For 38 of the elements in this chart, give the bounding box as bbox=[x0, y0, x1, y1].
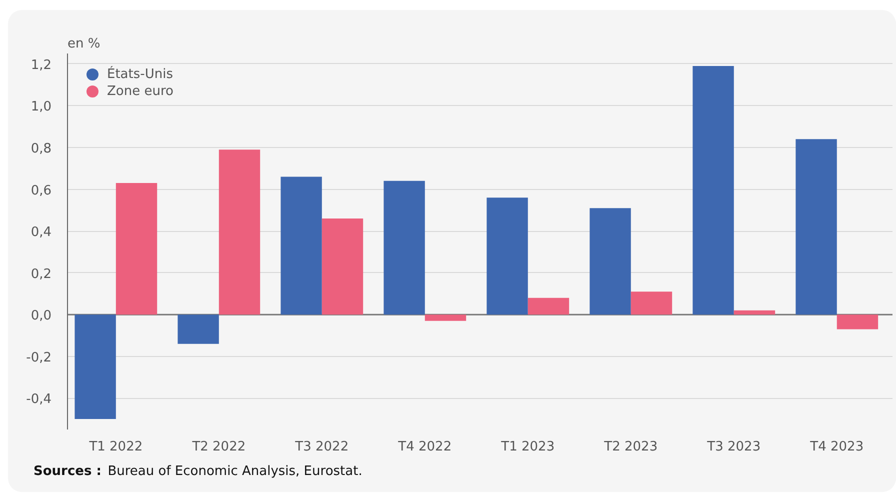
bar bbox=[486, 198, 528, 315]
bar bbox=[528, 298, 570, 315]
y-tick-label: 0,0 bbox=[30, 308, 52, 324]
bar bbox=[424, 314, 466, 321]
bar bbox=[74, 314, 116, 420]
bar bbox=[630, 292, 672, 315]
bar bbox=[218, 150, 260, 315]
bar bbox=[178, 314, 219, 344]
y-tick-label: 1,0 bbox=[30, 100, 52, 115]
bar bbox=[116, 183, 158, 315]
bar bbox=[590, 208, 631, 315]
x-tick-label: T4 2023 bbox=[809, 440, 864, 454]
bar bbox=[796, 139, 837, 315]
y-axis-title: en % bbox=[68, 36, 100, 52]
x-tick-label: T4 2022 bbox=[397, 440, 452, 454]
x-tick-label: T3 2022 bbox=[294, 440, 349, 454]
bar bbox=[280, 176, 322, 315]
bar bbox=[836, 314, 878, 330]
legend-label: Zone euro bbox=[107, 84, 174, 98]
bar bbox=[322, 218, 364, 315]
y-tick-label: 0,2 bbox=[30, 266, 52, 282]
y-tick-label: 0,8 bbox=[30, 142, 52, 156]
bar bbox=[734, 310, 776, 315]
x-tick-label: T1 2022 bbox=[88, 440, 143, 454]
bar bbox=[692, 66, 734, 315]
x-tick-label: T2 2023 bbox=[603, 440, 658, 454]
y-tick-label: -0,4 bbox=[26, 392, 52, 408]
source-note: Sources : bbox=[34, 464, 102, 479]
x-tick-label: T2 2022 bbox=[191, 440, 246, 454]
y-tick-label: 0,6 bbox=[30, 183, 52, 198]
x-tick-label: T1 2023 bbox=[500, 440, 555, 454]
y-tick-label: 1,2 bbox=[30, 58, 52, 73]
y-tick-label: -0,2 bbox=[26, 350, 52, 366]
y-tick-label: 0,4 bbox=[30, 225, 52, 240]
x-tick-label: T3 2023 bbox=[706, 440, 761, 454]
bar bbox=[384, 180, 425, 315]
text: Bureau of Economic Analysis, Eurostat. bbox=[108, 464, 362, 479]
legend-label: États-Unis bbox=[107, 66, 173, 82]
